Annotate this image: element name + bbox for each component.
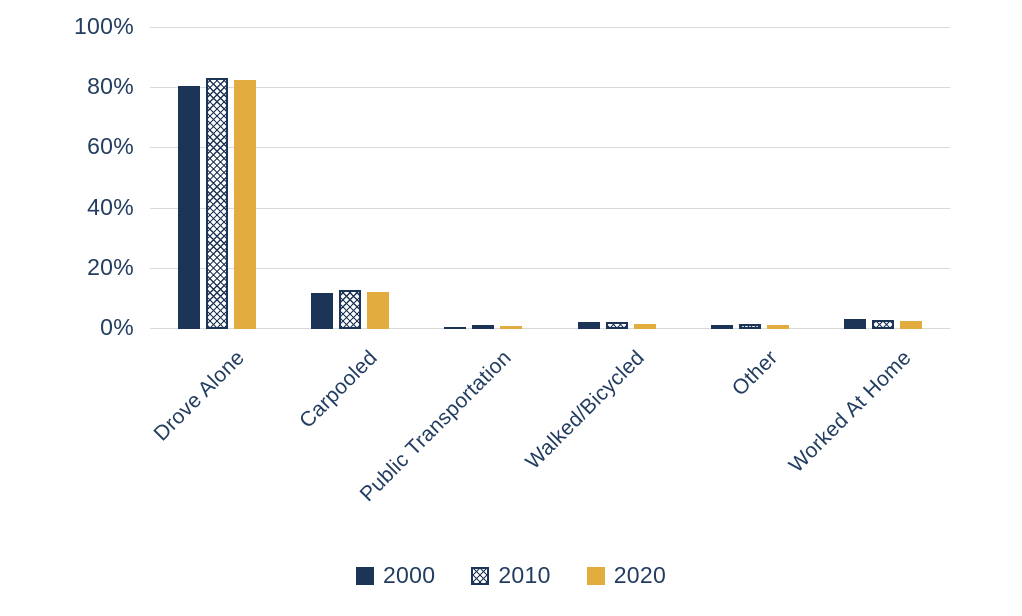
bar-2020 <box>766 324 789 329</box>
plot-area: 0% 20% 40% 60% 80% 100% <box>74 13 950 340</box>
bar-2000 <box>177 85 200 329</box>
x-axis-label: Public Transportation <box>355 346 516 507</box>
legend-item-2020: 2020 <box>586 562 667 589</box>
bar-2010 <box>338 290 361 329</box>
legend: 2000 2010 2020 <box>0 562 1022 589</box>
y-tick-label: 100% <box>73 13 134 39</box>
x-axis-label: Other <box>727 346 783 401</box>
bar-2000 <box>710 325 733 329</box>
bar-2020 <box>233 80 256 329</box>
y-tick-label: 40% <box>87 193 134 220</box>
bar-2020 <box>900 320 923 329</box>
bar-group <box>283 28 416 329</box>
bar-group <box>417 28 550 329</box>
gridline-0 <box>150 328 950 329</box>
bar-group <box>683 28 816 329</box>
legend-swatch-pattern-icon <box>471 566 490 585</box>
bar-2020 <box>500 326 523 329</box>
legend-swatch-gold-icon <box>586 566 605 585</box>
legend-label: 2010 <box>498 562 551 588</box>
gridline-80 <box>150 87 950 89</box>
y-tick-label: 80% <box>87 73 134 100</box>
legend-item-2000: 2000 <box>355 562 436 589</box>
x-axis-label: Drove Alone <box>149 346 249 446</box>
x-axis-label: Walked/Bicycled <box>521 346 649 474</box>
bar-2010 <box>738 323 761 329</box>
bar-2000 <box>310 292 333 329</box>
legend-label: 2000 <box>382 562 436 588</box>
legend-label: 2020 <box>613 562 667 588</box>
bar-group <box>817 28 950 329</box>
x-axis-label: Carpooled <box>295 346 383 433</box>
gridline-40 <box>150 207 950 209</box>
bar-2000 <box>577 322 600 329</box>
bar-2010 <box>205 78 228 329</box>
legend-item-2010: 2010 <box>471 562 550 589</box>
bar-group <box>150 28 283 329</box>
bar-group <box>550 28 683 329</box>
gridline-20 <box>150 267 950 269</box>
bar-2000 <box>444 326 467 329</box>
bar-2020 <box>366 291 389 329</box>
bar-2000 <box>844 319 867 329</box>
y-tick-label: 20% <box>87 253 134 280</box>
y-tick-label: 0% <box>100 314 134 340</box>
gridline-100 <box>150 27 950 28</box>
bar-2020 <box>633 323 656 329</box>
bar-2010 <box>472 324 495 329</box>
legend-swatch-navy-icon <box>355 566 374 585</box>
y-tick-label: 60% <box>87 133 134 160</box>
x-axis-label: Worked At Home <box>784 346 916 478</box>
bar-2010 <box>605 322 628 329</box>
bar-2010 <box>872 319 895 329</box>
gridline-60 <box>150 147 950 149</box>
